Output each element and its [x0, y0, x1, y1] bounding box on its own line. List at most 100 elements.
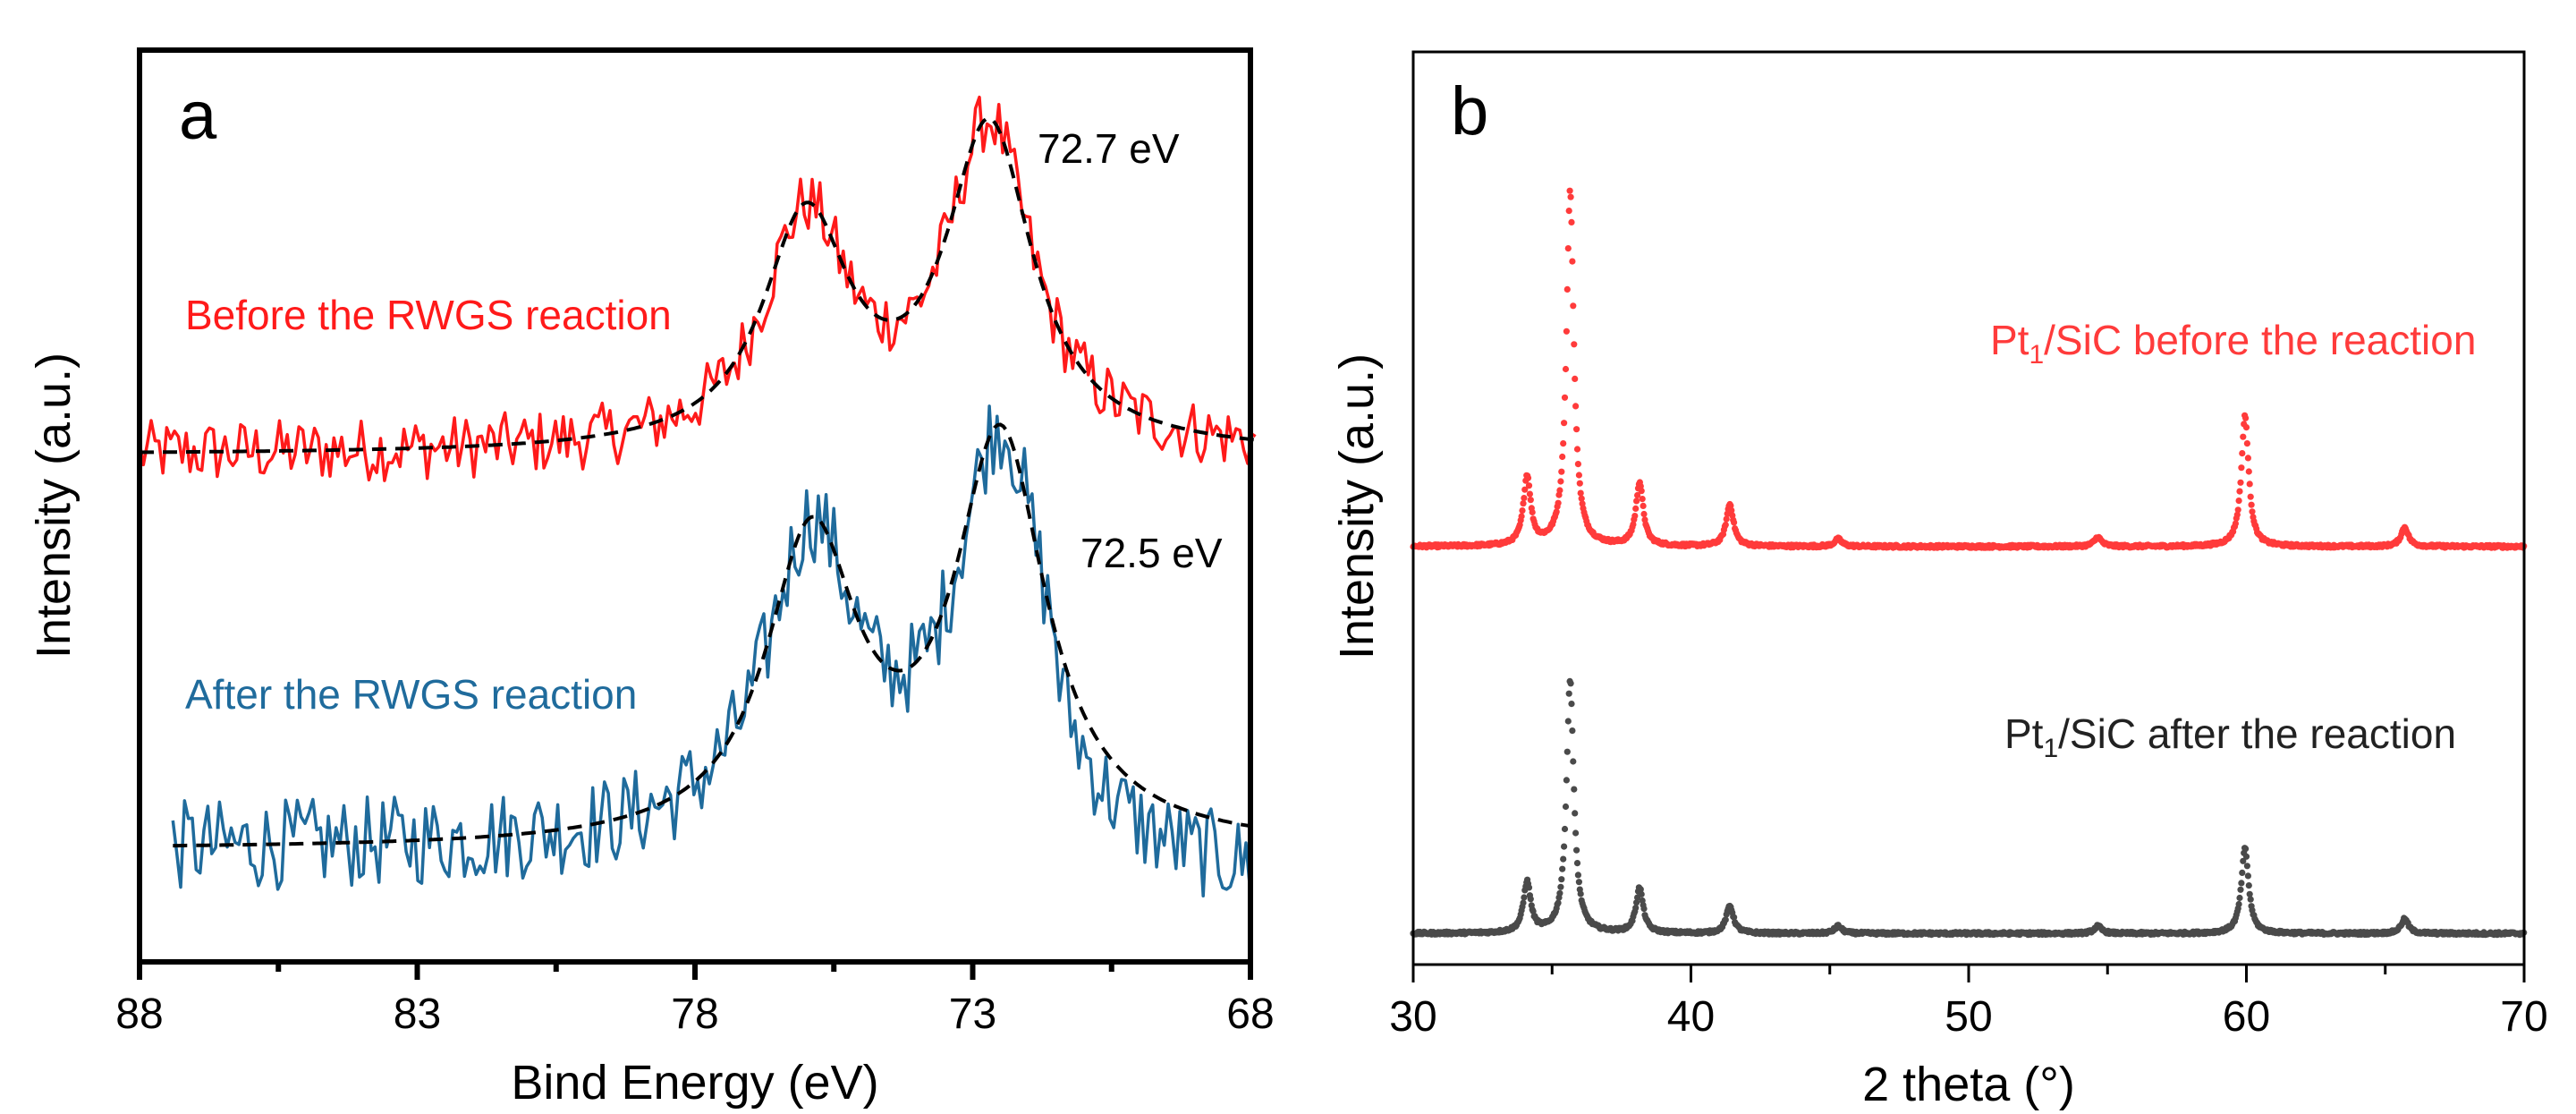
xrd-data-point — [1563, 777, 1570, 784]
xrd-data-point — [1560, 855, 1567, 863]
xrd-data-point — [1520, 500, 1527, 507]
xrd-data-point — [2248, 501, 2255, 508]
legend-before-main: Pt — [1990, 317, 2029, 363]
xrd-data-point — [1569, 258, 1576, 265]
panel-a-xps: 88 83 78 73 68 a 72.7 eV 72.5 eV Before the … — [27, 47, 1275, 1110]
xrd-data-point — [1638, 488, 1645, 495]
xrd-data-point — [2247, 493, 2254, 500]
xrd-data-point — [1573, 446, 1581, 453]
legend-before-rest: /SiC before the reaction — [2044, 317, 2476, 363]
panel-b-plot-area — [1410, 187, 2528, 939]
xrd-data-point — [1577, 489, 1584, 497]
xrd-data-point — [1555, 899, 1562, 906]
xrd-data-point — [1578, 495, 1585, 502]
panel-a-x-tick-label: 68 — [1226, 991, 1274, 1038]
xrd-data-point — [2240, 857, 2247, 864]
panel-b-x-axis-title: 2 theta (°) — [1862, 1058, 2075, 1111]
xrd-data-point — [1562, 365, 1570, 373]
xrd-data-point — [1555, 499, 1562, 506]
xps-fit-line-before — [140, 116, 1257, 455]
xrd-data-point — [2242, 424, 2250, 431]
xrd-data-point — [1575, 879, 1582, 886]
xrd-data-point — [1572, 375, 1579, 382]
xrd-data-point — [1572, 403, 1580, 410]
xrd-data-point — [1570, 302, 1577, 310]
xrd-data-point — [1563, 748, 1571, 755]
xrd-data-point — [1561, 420, 1568, 427]
panel-b-x-tick-label: 70 — [2500, 993, 2547, 1041]
xrd-data-point — [2239, 450, 2246, 457]
xrd-data-point — [2246, 890, 2253, 897]
xrd-data-point — [1556, 889, 1563, 897]
panel-a-x-ticks: 88 83 78 73 68 — [115, 962, 1275, 1038]
xrd-data-point — [1529, 508, 1536, 516]
xrd-data-point — [1565, 690, 1572, 697]
xrd-data-point — [2247, 896, 2254, 903]
xrd-data-point — [1561, 394, 1569, 401]
xrd-data-point — [1572, 829, 1580, 837]
xrd-data-point — [1638, 890, 1645, 898]
xrd-data-point — [2238, 464, 2245, 472]
xps-data-line-after — [171, 404, 1252, 898]
annotation-72-5-ev: 72.5 eV — [1080, 530, 1223, 576]
xrd-data-point — [1634, 491, 1641, 499]
xrd-data-point — [1571, 341, 1578, 348]
xrd-data-point — [1577, 890, 1584, 897]
xrd-data-point — [1521, 486, 1529, 493]
xrd-data-point — [1631, 513, 1639, 520]
xrd-data-point — [1569, 727, 1576, 735]
xrd-data-point — [1574, 461, 1581, 468]
xrd-data-point — [2236, 488, 2243, 495]
xrd-data-point — [2233, 511, 2241, 518]
legend-after-rwgs: After the RWGS reaction — [185, 671, 637, 718]
xrd-data-point — [2245, 882, 2252, 889]
panel-b-x-tick-label: 40 — [1667, 993, 1715, 1041]
xrd-data-point — [1526, 490, 1533, 497]
xrd-data-point — [1633, 497, 1640, 505]
xrd-data-point — [1567, 193, 1574, 200]
xrd-data-point — [1731, 914, 1738, 921]
legend-after-rest: /SiC after the reaction — [2058, 710, 2456, 757]
xrd-data-point — [1559, 453, 1566, 461]
xrd-data-point — [2243, 440, 2250, 447]
panel-a-frame — [137, 47, 1253, 965]
xrd-series-before — [1410, 187, 2528, 551]
xrd-data-point — [2235, 900, 2242, 908]
panel-b-y-axis-title: Intensity (a.u.) — [1330, 353, 1384, 659]
xrd-data-point — [1727, 502, 1734, 509]
xrd-data-point — [2240, 433, 2247, 440]
xrd-data-point — [1556, 487, 1563, 494]
xrd-data-point — [2234, 506, 2241, 514]
panel-b-xrd: 30 40 50 60 70 b Pt1/SiC before the reaction… — [1330, 50, 2548, 1111]
xrd-data-point — [1633, 899, 1640, 906]
xrd-data-point — [1574, 872, 1581, 879]
xrd-data-point — [2236, 894, 2243, 902]
xrd-data-point — [2237, 479, 2244, 486]
xrd-data-point — [1563, 285, 1571, 293]
xrd-data-point — [1568, 701, 1575, 708]
xrd-data-point — [1640, 510, 1648, 518]
xrd-data-point — [2238, 880, 2245, 887]
xrd-data-point — [2249, 508, 2256, 515]
xrd-data-point — [2242, 846, 2250, 853]
legend-pt1-sic-after: Pt1/SiC after the reaction — [2004, 710, 2456, 763]
xrd-data-point — [1630, 521, 1637, 528]
xrd-data-point — [1567, 680, 1574, 687]
legend-after-main: Pt — [2004, 710, 2044, 757]
xrd-data-point — [1639, 496, 1646, 503]
xrd-data-point — [2244, 872, 2251, 880]
panel-a-label: a — [179, 78, 217, 154]
panel-b-x-tick-label: 30 — [1389, 993, 1436, 1041]
xrd-data-point — [2244, 455, 2251, 462]
xrd-data-point — [1722, 521, 1729, 529]
xrd-data-point — [1561, 843, 1568, 850]
xrd-data-point — [1632, 505, 1640, 513]
xrd-data-point — [1563, 327, 1570, 335]
xrd-data-point — [1557, 478, 1564, 485]
xrd-data-point — [1557, 883, 1564, 890]
xrd-data-point — [2239, 869, 2246, 877]
xrd-data-point — [1572, 810, 1579, 817]
xrd-data-point — [1558, 876, 1565, 883]
xrd-data-point — [1527, 896, 1534, 903]
xrd-data-point — [1640, 502, 1647, 510]
